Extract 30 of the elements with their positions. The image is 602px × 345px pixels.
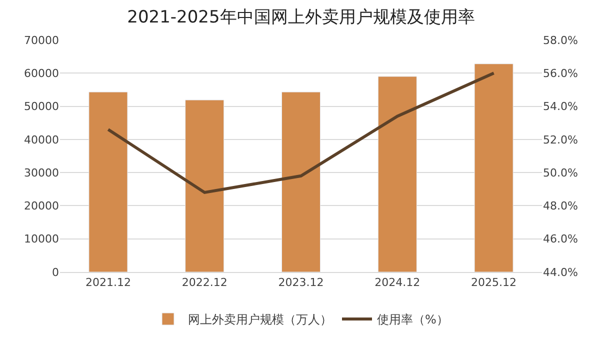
y2-tick-label: 52.0% [543,133,578,146]
y-tick-label: 10000 [24,232,59,246]
x-tick-label: 2025.12 [471,276,517,290]
x-tick-label: 2022.12 [182,276,228,290]
line-series [106,72,496,194]
chart-title: 2021-2025年中国网上外卖用户规模及使用率 [127,7,475,28]
y-tick-label: 50000 [24,100,59,114]
y-tick-label: 20000 [24,200,59,213]
y-tick-label: 30000 [24,166,59,180]
y2-tick-label: 50.0% [543,166,578,180]
bar [281,92,321,272]
y2-tick-label: 44.0% [543,266,578,279]
y2-tick-label: 58.0% [543,34,578,47]
bar [88,92,128,272]
y-tick-label: 40000 [24,133,59,146]
y-tick-label: 0 [52,266,59,279]
y2-tick-label: 54.0% [543,100,578,114]
bar [185,100,224,272]
y2-tick-label: 48.0% [543,200,578,213]
legend-label: 网上外卖用户规模（万人） [188,312,332,327]
y2-tick-label: 46.0% [543,232,578,246]
y-tick-label: 60000 [24,66,59,80]
legend-label: 使用率（%） [377,312,448,327]
x-tick-label: 2024.12 [374,276,420,290]
x-tick-label: 2021.12 [85,276,131,290]
y-tick-label: 70000 [24,34,59,47]
x-tick-label: 2023.12 [278,276,324,290]
y2-tick-label: 56.0% [543,66,578,80]
bar [474,64,514,272]
bar [378,76,417,272]
